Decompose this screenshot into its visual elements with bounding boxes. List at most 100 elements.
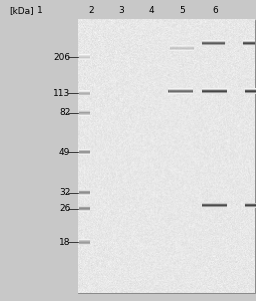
Bar: [168, 91, 193, 92]
Bar: [79, 240, 90, 241]
Bar: [169, 49, 194, 50]
Bar: [245, 90, 256, 91]
Bar: [78, 20, 255, 293]
Text: 49: 49: [59, 147, 70, 157]
Bar: [79, 94, 90, 95]
Bar: [79, 191, 90, 192]
Bar: [243, 41, 255, 42]
Bar: [202, 45, 225, 46]
Bar: [202, 42, 225, 43]
Bar: [79, 115, 90, 116]
Bar: [202, 205, 227, 206]
Bar: [202, 89, 227, 90]
Bar: [79, 149, 90, 150]
Bar: [79, 206, 90, 207]
Bar: [245, 206, 256, 207]
Bar: [79, 194, 90, 195]
Text: 82: 82: [59, 108, 70, 117]
Text: 2: 2: [88, 6, 94, 15]
Bar: [245, 91, 256, 92]
Bar: [243, 44, 255, 45]
Bar: [79, 151, 90, 152]
Text: 6: 6: [212, 6, 218, 15]
Bar: [79, 209, 90, 210]
Bar: [202, 91, 227, 92]
Bar: [169, 46, 194, 47]
Bar: [202, 206, 227, 207]
Text: 26: 26: [59, 204, 70, 213]
Bar: [202, 43, 225, 44]
Bar: [202, 207, 227, 208]
Bar: [79, 95, 90, 96]
Text: 3: 3: [119, 6, 124, 15]
Bar: [245, 205, 256, 206]
Text: [kDa]: [kDa]: [9, 6, 34, 15]
Bar: [79, 243, 90, 244]
Bar: [243, 40, 255, 41]
Bar: [79, 153, 90, 154]
Bar: [79, 244, 90, 245]
Bar: [79, 110, 90, 111]
Bar: [168, 89, 193, 90]
Bar: [245, 207, 256, 208]
Bar: [245, 92, 256, 93]
Bar: [79, 241, 90, 242]
Bar: [169, 47, 194, 48]
Text: 206: 206: [53, 53, 70, 62]
Bar: [79, 193, 90, 194]
Bar: [202, 92, 227, 93]
Bar: [245, 88, 256, 89]
Bar: [79, 211, 90, 212]
Bar: [168, 93, 193, 94]
Bar: [202, 93, 227, 94]
Text: 32: 32: [59, 188, 70, 197]
Text: 113: 113: [53, 89, 70, 98]
Text: 4: 4: [148, 6, 154, 15]
Bar: [79, 190, 90, 191]
Bar: [79, 152, 90, 153]
Bar: [79, 113, 90, 114]
Bar: [79, 150, 90, 151]
Bar: [202, 90, 227, 91]
Bar: [79, 114, 90, 115]
Text: 5: 5: [179, 6, 185, 15]
Bar: [79, 154, 90, 155]
Bar: [169, 50, 194, 51]
Bar: [79, 207, 90, 208]
Bar: [169, 48, 194, 49]
Bar: [169, 45, 194, 46]
Bar: [168, 92, 193, 93]
Bar: [79, 239, 90, 240]
Bar: [79, 242, 90, 243]
Bar: [168, 90, 193, 91]
Bar: [245, 89, 256, 90]
Bar: [202, 203, 227, 204]
Bar: [243, 45, 255, 46]
Bar: [79, 92, 90, 93]
Text: 1: 1: [37, 6, 42, 15]
Bar: [79, 111, 90, 112]
Bar: [79, 58, 90, 59]
Bar: [79, 208, 90, 209]
Bar: [79, 55, 90, 56]
Bar: [79, 192, 90, 193]
Bar: [79, 112, 90, 113]
Bar: [243, 42, 255, 43]
Bar: [245, 203, 256, 204]
Bar: [245, 93, 256, 94]
Bar: [79, 56, 90, 57]
Bar: [79, 93, 90, 94]
Bar: [202, 41, 225, 42]
Bar: [79, 210, 90, 211]
Bar: [243, 43, 255, 44]
Bar: [79, 57, 90, 58]
Bar: [79, 195, 90, 196]
Bar: [202, 44, 225, 45]
Bar: [168, 88, 193, 89]
Bar: [202, 88, 227, 89]
Bar: [245, 204, 256, 205]
Bar: [79, 59, 90, 60]
Bar: [202, 204, 227, 205]
Bar: [202, 40, 225, 41]
Bar: [79, 90, 90, 91]
